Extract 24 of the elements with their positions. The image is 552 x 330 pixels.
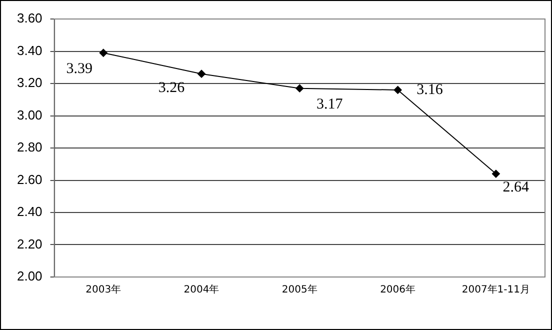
point (492, 170, 500, 178)
y-tick-label: 3.60 (16, 10, 42, 26)
point (99, 48, 108, 57)
data-label: 3.26 (158, 80, 186, 96)
x-tick-label: 2003年 (86, 284, 122, 296)
y-tick-label: 3.40 (16, 42, 42, 58)
x-tick-label: 2004年 (184, 284, 220, 296)
x-tick-label: 2007年1-11月 (462, 284, 530, 296)
y-tick-label: 2.00 (16, 268, 42, 284)
point (296, 84, 304, 92)
x-tick-label: 2006年 (380, 284, 416, 296)
y-tick-label: 2.60 (16, 172, 42, 187)
y-tick-label: 3.00 (16, 107, 42, 122)
y-tick-label: 2.20 (16, 236, 42, 252)
data-label: 3.17 (316, 96, 344, 112)
data-label: 2.64 (502, 180, 530, 196)
y-tick-label: 2.80 (16, 140, 42, 155)
y-tick-label: 2.40 (16, 204, 42, 220)
y-tick-label: 3.20 (16, 75, 42, 90)
x-tick-label: 2005年 (282, 284, 318, 296)
data-label: 3.16 (416, 82, 444, 98)
point (394, 86, 402, 94)
point (198, 70, 206, 78)
data-label: 3.39 (66, 60, 92, 77)
